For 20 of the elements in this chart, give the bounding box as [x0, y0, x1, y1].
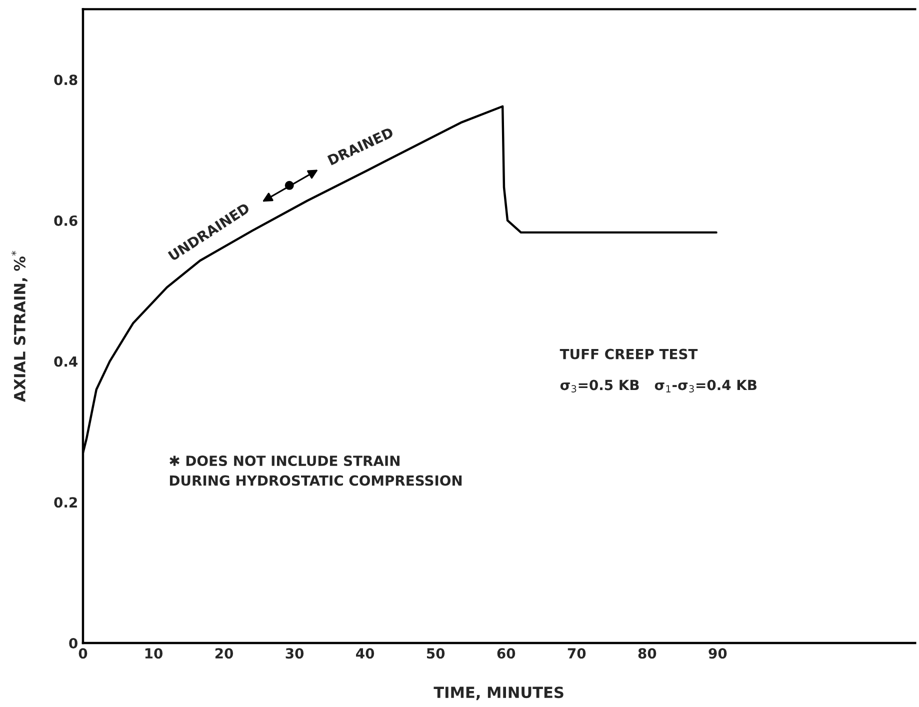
- x-tick-label: 0: [78, 648, 88, 659]
- annotation: σ$_{3}$=0.5 KB σ$_{1}$-σ$_{3}$=0.4 KB: [560, 380, 756, 392]
- x-tick-label: 30: [286, 648, 304, 659]
- x-tick-label: 40: [356, 648, 374, 659]
- x-tick-label: 20: [215, 648, 234, 659]
- x-tick-label: 80: [638, 648, 656, 659]
- x-tick-label: 10: [145, 648, 163, 659]
- x-tick-label: 90: [708, 648, 727, 659]
- y-tick-label: 0.6: [54, 215, 78, 226]
- x-tick-label: 70: [568, 648, 586, 659]
- y-tick-label: 0.8: [54, 74, 78, 86]
- y-tick-label: 0.4: [54, 356, 78, 367]
- y-tick-label: 0.2: [54, 497, 77, 508]
- x-axis-title: TIME, MINUTES: [434, 686, 564, 700]
- x-tick-label: 60: [497, 648, 516, 659]
- annotation: ✱ DOES NOT INCLUDE STRAIN DURING HYDROSTATIC COMPRESSION: [170, 456, 462, 486]
- y-tick-label: 0: [69, 638, 78, 648]
- x-tick-label: 50: [427, 648, 445, 659]
- annotation: TUFF CREEP TEST: [560, 348, 698, 360]
- y-axis-title: AXIAL STRAIN, %$^{*}$: [11, 250, 28, 402]
